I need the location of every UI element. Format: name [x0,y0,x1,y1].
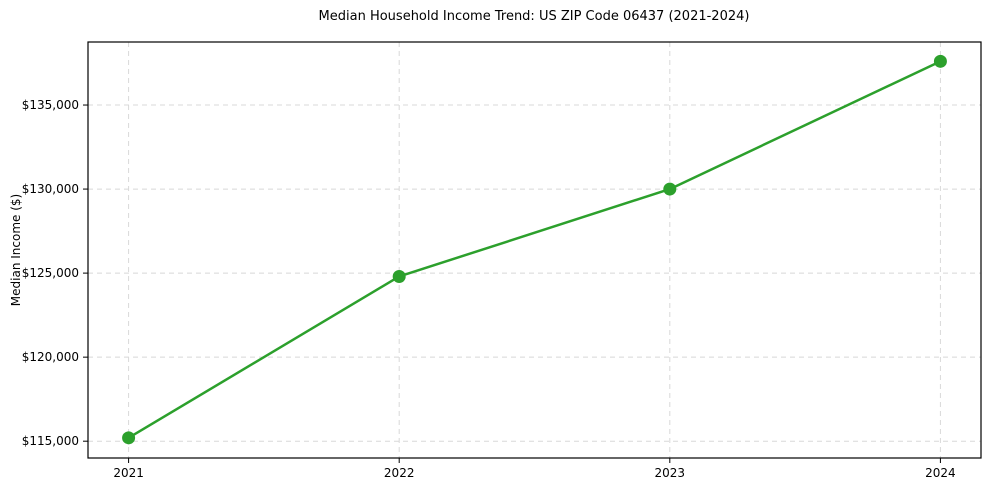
chart-title: Median Household Income Trend: US ZIP Co… [318,9,750,24]
x-tick-label: 2024 [925,466,956,480]
x-tick-label: 2023 [655,466,686,480]
y-tick-label: $130,000 [22,182,79,196]
income-trend-series [122,54,947,445]
gridlines [88,42,981,458]
y-tick-label: $115,000 [22,434,79,448]
trend-line [127,60,942,440]
y-tick-label: $125,000 [22,266,79,280]
x-tick-label: 2021 [113,466,144,480]
plot-frame [87,41,982,459]
data-point-marker [663,182,677,196]
data-point-marker [933,54,947,68]
data-point-marker [122,431,136,445]
data-point-marker [392,269,406,283]
y-tick-label: $120,000 [22,350,79,364]
axis-ticks [83,104,941,463]
y-tick-label: $135,000 [22,98,79,112]
x-tick-label: 2022 [384,466,415,480]
y-axis-label: Median Income ($) [9,193,23,307]
axis-tick-labels: $115,000 $120,000 $125,000 $130,000 $135,000… [22,98,956,480]
